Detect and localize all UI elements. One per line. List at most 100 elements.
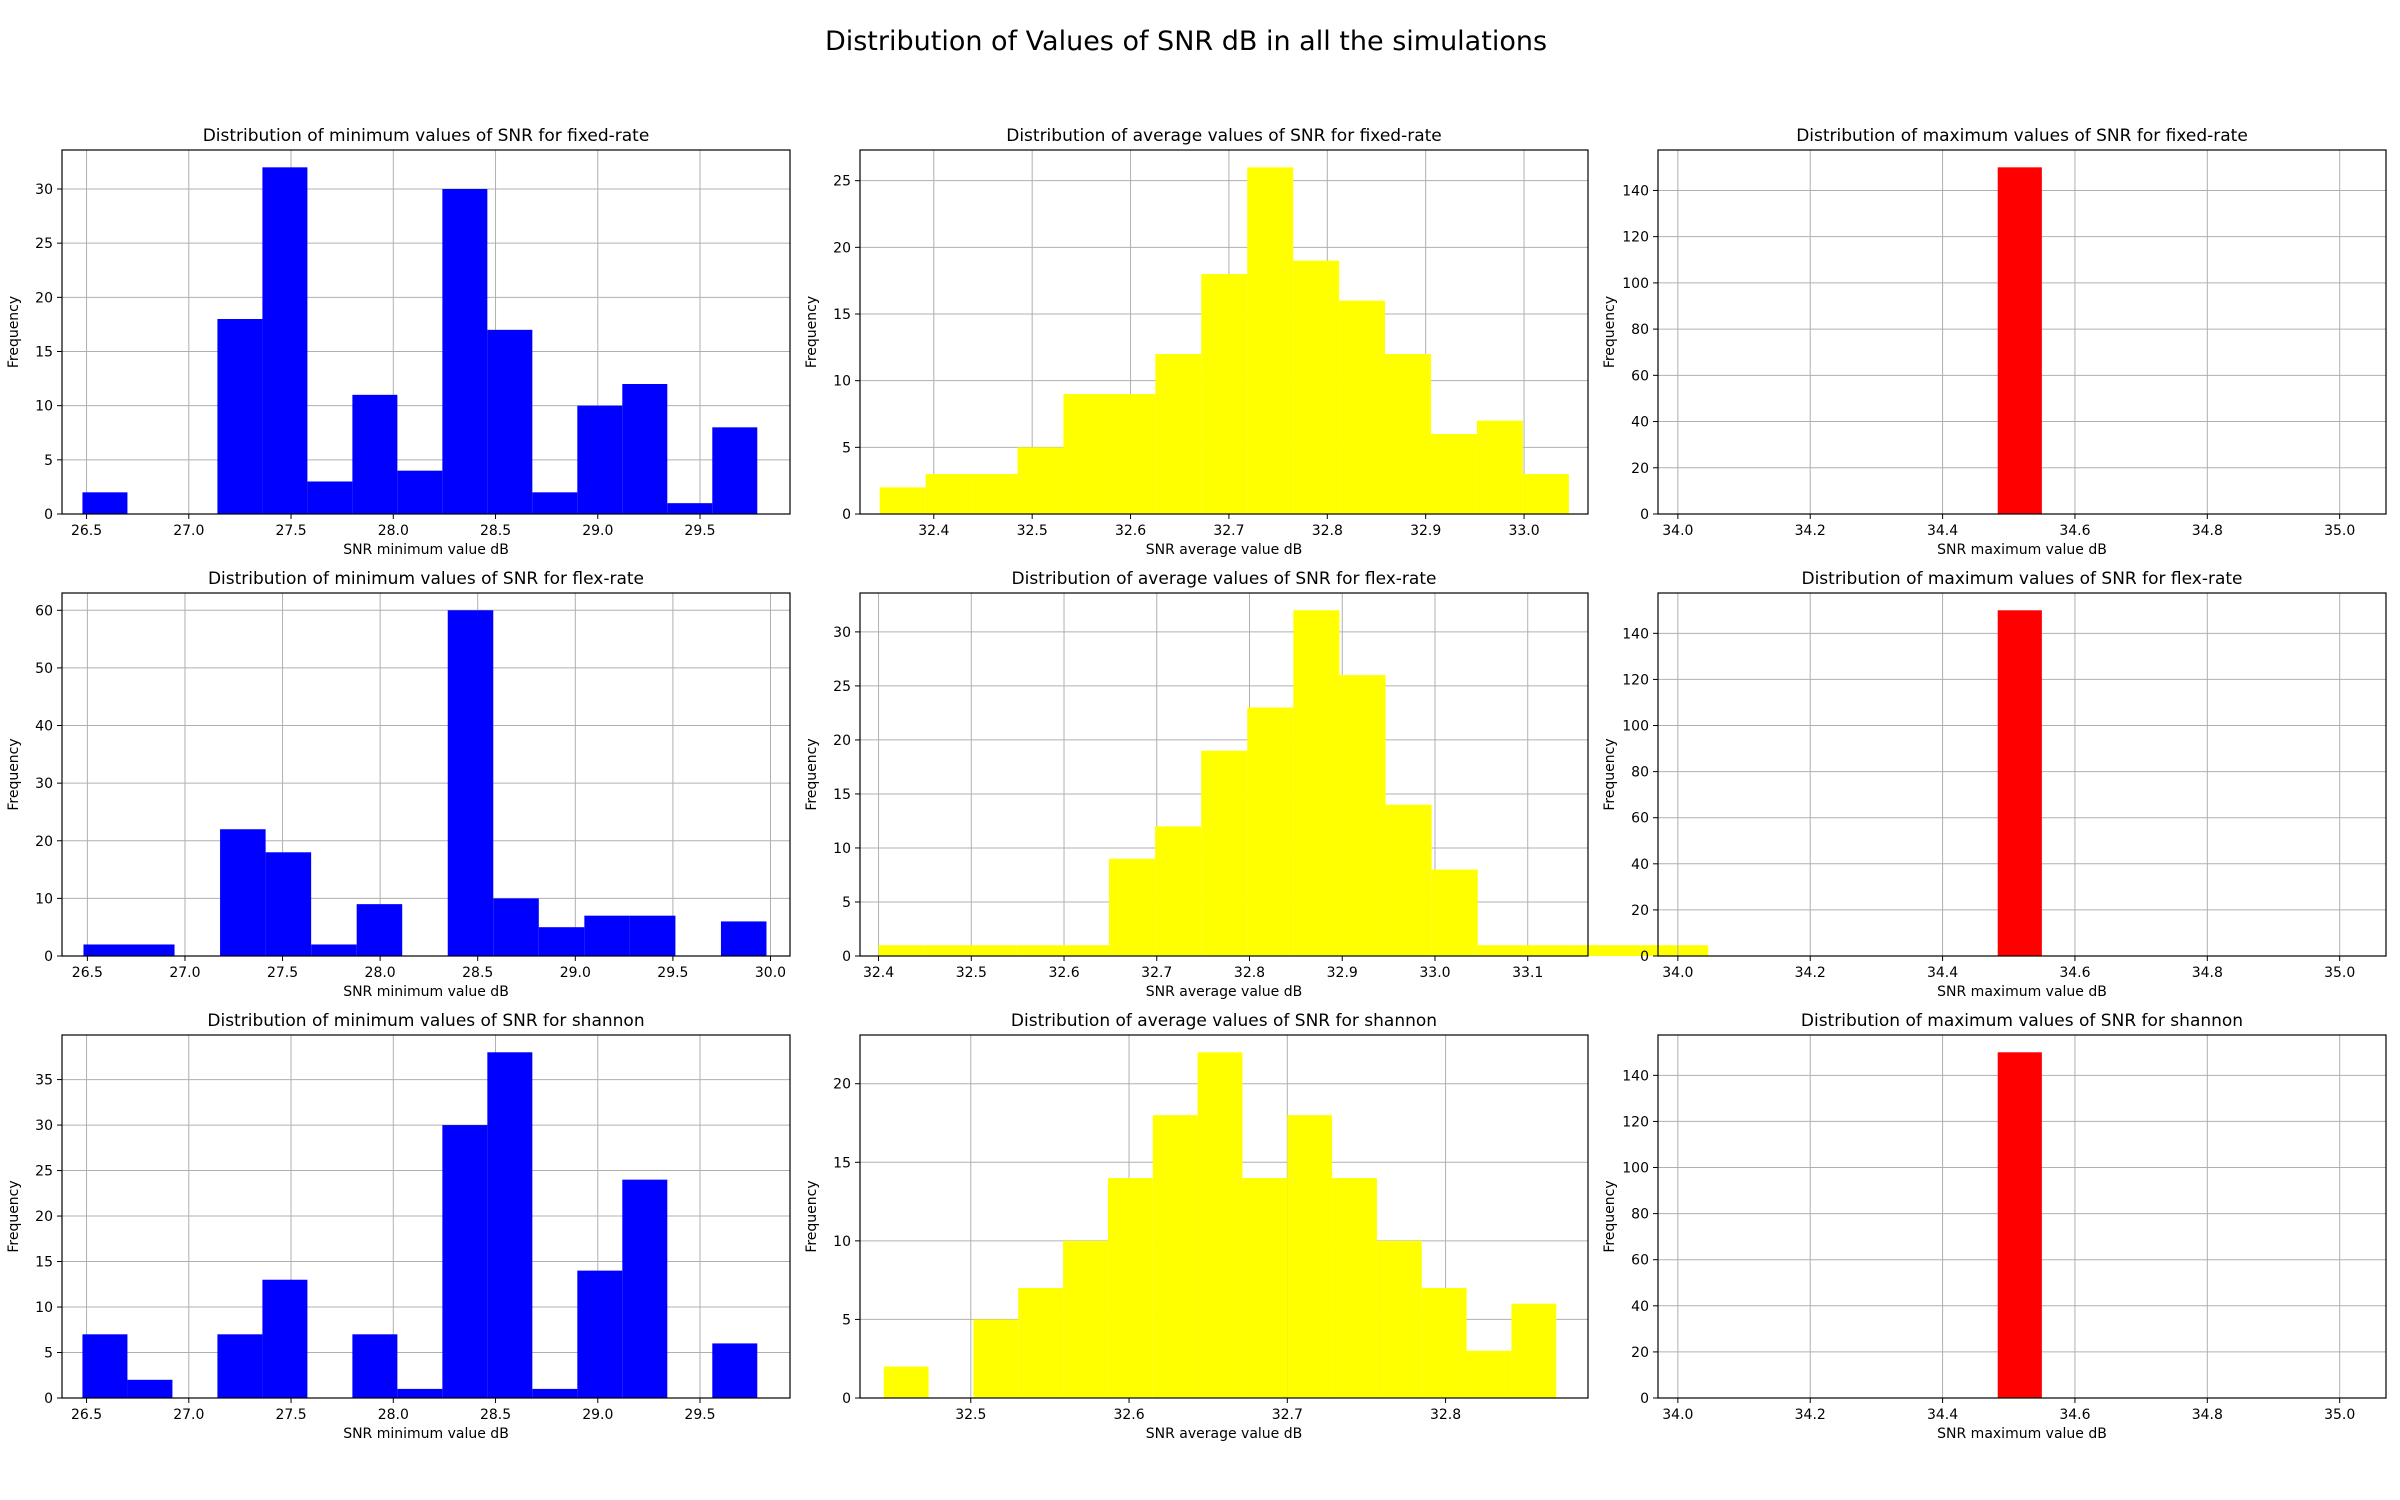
y-tick-label: 0 <box>842 1391 851 1407</box>
panel-title: Distribution of average values of SNR fo… <box>1012 569 1437 589</box>
histogram-bar <box>262 1279 308 1398</box>
x-axis-label: SNR maximum value dB <box>1937 1426 2107 1442</box>
histogram-bar <box>532 492 578 514</box>
x-axis-label: SNR average value dB <box>1146 1426 1302 1442</box>
histogram-bar <box>1662 945 1709 956</box>
x-tick-label: 34.2 <box>1795 1407 1826 1423</box>
y-tick-label: 60 <box>1631 1253 1649 1269</box>
y-tick-label: 5 <box>842 440 851 456</box>
histogram-bar <box>397 1388 443 1398</box>
histogram-bar <box>262 167 308 515</box>
y-tick-label: 140 <box>1622 1068 1649 1084</box>
histogram-bar <box>622 384 668 514</box>
histogram-bar <box>1997 1052 2042 1398</box>
y-tick-label: 0 <box>842 507 851 523</box>
histogram-bar <box>1569 945 1617 956</box>
x-tick-label: 32.7 <box>1272 1407 1303 1423</box>
x-tick-label: 35.0 <box>2324 965 2355 981</box>
histogram-bar <box>442 1125 488 1398</box>
histogram-bar <box>925 474 972 514</box>
histogram-bar <box>1155 826 1202 956</box>
x-tick-label: 33.0 <box>1508 523 1539 539</box>
x-axis-label: SNR maximum value dB <box>1937 542 2107 558</box>
x-tick-label: 32.4 <box>918 523 949 539</box>
histogram-bar <box>1155 354 1202 514</box>
x-tick-label: 28.5 <box>480 1407 511 1423</box>
histogram-bar <box>629 915 676 956</box>
y-tick-label: 10 <box>35 399 53 415</box>
x-tick-label: 28.5 <box>462 965 493 981</box>
y-tick-label: 80 <box>1631 765 1649 781</box>
x-tick-label: 32.8 <box>1234 965 1265 981</box>
x-tick-label: 34.2 <box>1795 965 1826 981</box>
histogram-bar <box>311 944 357 956</box>
y-tick-label: 40 <box>35 719 53 735</box>
histogram-bar <box>442 189 488 514</box>
x-tick-label: 34.6 <box>2059 965 2090 981</box>
histogram-bar <box>82 1334 128 1398</box>
histogram-bar <box>1018 1288 1064 1398</box>
y-tick-label: 15 <box>833 307 851 323</box>
y-tick-label: 40 <box>1631 415 1649 431</box>
y-tick-label: 5 <box>842 1312 851 1328</box>
x-tick-label: 34.2 <box>1795 523 1826 539</box>
panel-title: Distribution of minimum values of SNR fo… <box>203 126 650 146</box>
x-axis-label: SNR maximum value dB <box>1937 984 2107 1000</box>
histogram-bar <box>1201 750 1248 956</box>
x-tick-label: 35.0 <box>2324 1407 2355 1423</box>
y-tick-label: 10 <box>833 374 851 390</box>
y-tick-label: 80 <box>1631 1207 1649 1223</box>
x-tick-label: 27.0 <box>173 1407 204 1423</box>
histogram-panel: 34.0 34.2 34.4 34.6 34.8 35.0 0 20 40 60 80 100 120 1… <box>1602 569 2387 1000</box>
histogram-bar <box>1201 274 1248 514</box>
y-tick-label: 15 <box>35 345 53 361</box>
x-tick-label: 32.6 <box>1115 523 1146 539</box>
y-tick-label: 100 <box>1622 1161 1649 1177</box>
x-tick-label: 27.5 <box>267 965 298 981</box>
histogram-panel: 34.0 34.2 34.4 34.6 34.8 35.0 0 20 40 60 80 100 120 1… <box>1602 1011 2387 1442</box>
histogram-bar <box>720 921 767 956</box>
y-axis-label: Frequency <box>6 1180 22 1252</box>
figure-title: Distribution of Values of SNR dB in all … <box>825 26 1547 57</box>
x-tick-label: 32.6 <box>1113 1407 1144 1423</box>
y-axis-label: Frequency <box>804 738 820 810</box>
x-tick-label: 27.5 <box>275 523 306 539</box>
axes-frame <box>1657 149 2387 515</box>
panel-title: Distribution of minimum values of SNR fo… <box>208 569 644 589</box>
histogram-bar <box>878 945 925 956</box>
y-tick-label: 30 <box>35 776 53 792</box>
y-tick-label: 20 <box>833 733 851 749</box>
histogram-bar <box>1107 1178 1153 1398</box>
x-tick-label: 28.0 <box>378 523 409 539</box>
histogram-bar <box>1197 1052 1243 1398</box>
histogram-panel: 32.4 32.5 32.6 32.7 32.8 32.9 33.0 0 5 10 15 20 25 Di… <box>804 126 1589 558</box>
y-tick-label: 0 <box>1640 1391 1649 1407</box>
y-tick-label: 20 <box>35 1209 53 1225</box>
x-tick-label: 34.4 <box>1927 965 1958 981</box>
histogram-bar <box>712 427 758 514</box>
histogram-bar <box>883 1366 929 1398</box>
histogram-bar <box>584 915 630 956</box>
histogram-bar <box>1430 434 1477 514</box>
histogram-bar <box>1247 167 1294 515</box>
x-tick-label: 27.5 <box>275 1407 306 1423</box>
histogram-bar <box>217 1334 263 1398</box>
histogram-bar <box>538 927 585 956</box>
histogram-bar <box>1287 1115 1333 1398</box>
x-tick-label: 32.8 <box>1312 523 1343 539</box>
y-tick-label: 15 <box>35 1255 53 1271</box>
histogram-bar <box>924 945 971 956</box>
y-tick-label: 20 <box>833 240 851 256</box>
y-tick-label: 120 <box>1622 1114 1649 1130</box>
x-tick-label: 34.8 <box>2192 523 2223 539</box>
histogram-bar <box>220 829 266 956</box>
x-tick-label: 27.0 <box>169 965 200 981</box>
histogram-bar <box>1016 945 1063 956</box>
y-tick-label: 30 <box>35 182 53 198</box>
x-axis-label: SNR minimum value dB <box>343 984 509 1000</box>
y-tick-label: 10 <box>833 841 851 857</box>
y-tick-label: 10 <box>833 1234 851 1250</box>
histogram-panel: 34.0 34.2 34.4 34.6 34.8 35.0 0 20 40 60 80 100 120 1… <box>1602 126 2387 558</box>
x-axis-label: SNR minimum value dB <box>343 542 509 558</box>
